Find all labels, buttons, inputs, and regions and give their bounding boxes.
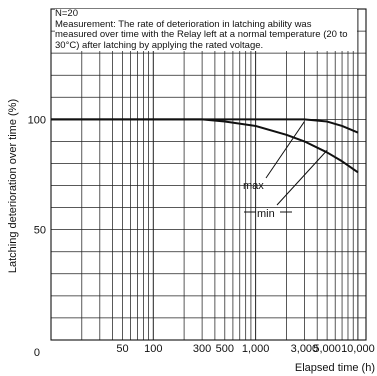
y-tick-label: 50 [34,225,46,237]
series-labels: max min [243,121,328,220]
x-tick-label: 500 [216,343,234,355]
measurement-note: N=20 Measurement: The rate of deteriorat… [55,8,357,52]
grid-lines [51,9,366,340]
x-tick-label: 10,000 [341,343,375,355]
y-axis-label-text: Latching deterioration over time (%) [7,98,19,274]
y-tick-labels: 0 50 100 [28,114,46,359]
series-line-max [51,118,359,134]
x-tick-label: 1,000 [242,343,270,355]
measurement-description: Measurement: The rate of deterioration i… [55,18,348,51]
x-tick-label: 100 [144,343,162,355]
series-label-min: min [257,208,275,220]
series-line-min [51,118,359,174]
series-lines [51,118,359,174]
y-tick-label: 100 [28,114,46,126]
x-axis-label: Elapsed time (h) [294,362,375,374]
sample-size: N=20 [55,8,78,19]
series-label-max: max [243,180,264,192]
x-tick-label: 5,000 [313,343,341,355]
x-tick-label: 3,000 [291,343,319,355]
leader-line-max [265,121,305,179]
x-tick-label: 300 [193,343,211,355]
x-tick-label: 50 [116,343,128,355]
plot-frame [50,8,367,341]
leader-line-min [276,149,328,206]
y-tick-label: 0 [34,347,40,359]
